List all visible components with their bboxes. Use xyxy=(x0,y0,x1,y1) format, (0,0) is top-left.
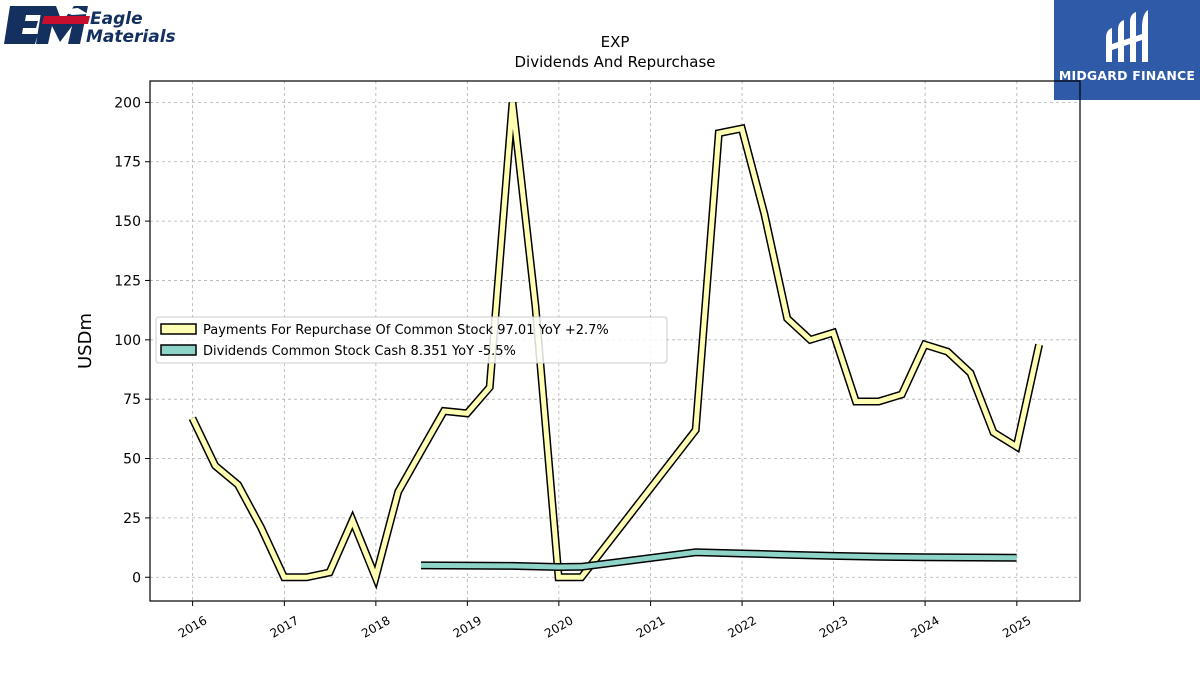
em-mark-icon xyxy=(4,6,90,44)
legend: Payments For Repurchase Of Common Stock … xyxy=(155,316,668,364)
y-tick-label: 25 xyxy=(123,511,141,527)
legend-swatch-0 xyxy=(160,323,197,335)
x-tick-label: 2025 xyxy=(1000,613,1033,640)
y-tick-label: 175 xyxy=(114,155,141,171)
y-tick-label: 125 xyxy=(114,273,141,289)
midgard-finance-logo: MIDGARD FINANCE xyxy=(1054,0,1200,100)
x-tick-label: 2017 xyxy=(268,613,301,640)
x-tick-label: 2016 xyxy=(176,613,209,640)
x-tick-label: 2022 xyxy=(725,613,758,640)
chart-title: EXP xyxy=(601,33,630,51)
y-tick-label: 0 xyxy=(132,570,141,586)
y-tick-label: 100 xyxy=(114,333,141,349)
series-1-line xyxy=(420,549,1017,570)
midgard-brand-name: MIDGARD FINANCE xyxy=(1058,68,1196,83)
eagle-materials-logo: Eagle Materials xyxy=(4,6,176,46)
y-tick-label: 150 xyxy=(114,214,141,230)
legend-swatch-1 xyxy=(160,344,197,356)
midgard-logo-icon xyxy=(1106,10,1148,62)
plot-frame xyxy=(149,80,1081,602)
chart-subtitle: Dividends And Repurchase xyxy=(514,53,715,71)
brand-line2: Materials xyxy=(86,27,176,46)
y-axis-label: USDm xyxy=(75,313,96,369)
y-tick-label: 200 xyxy=(114,95,141,111)
legend-label-0: Payments For Repurchase Of Common Stock … xyxy=(203,323,609,338)
series-0-line xyxy=(190,102,1042,586)
series xyxy=(188,101,1044,590)
x-tick-label: 2020 xyxy=(542,613,575,640)
x-tick-label: 2023 xyxy=(817,613,850,640)
legend-box xyxy=(155,316,668,364)
brand-line1: Eagle xyxy=(90,9,143,29)
legend-label-1: Dividends Common Stock Cash 8.351 YoY -5… xyxy=(203,344,516,359)
x-tick-label: 2018 xyxy=(359,613,392,640)
x-tick-label: 2019 xyxy=(451,613,484,640)
x-tick-label: 2024 xyxy=(908,613,941,640)
y-tick-label: 75 xyxy=(123,392,141,408)
x-tick-label: 2021 xyxy=(634,613,667,640)
y-tick-label: 50 xyxy=(123,452,141,468)
